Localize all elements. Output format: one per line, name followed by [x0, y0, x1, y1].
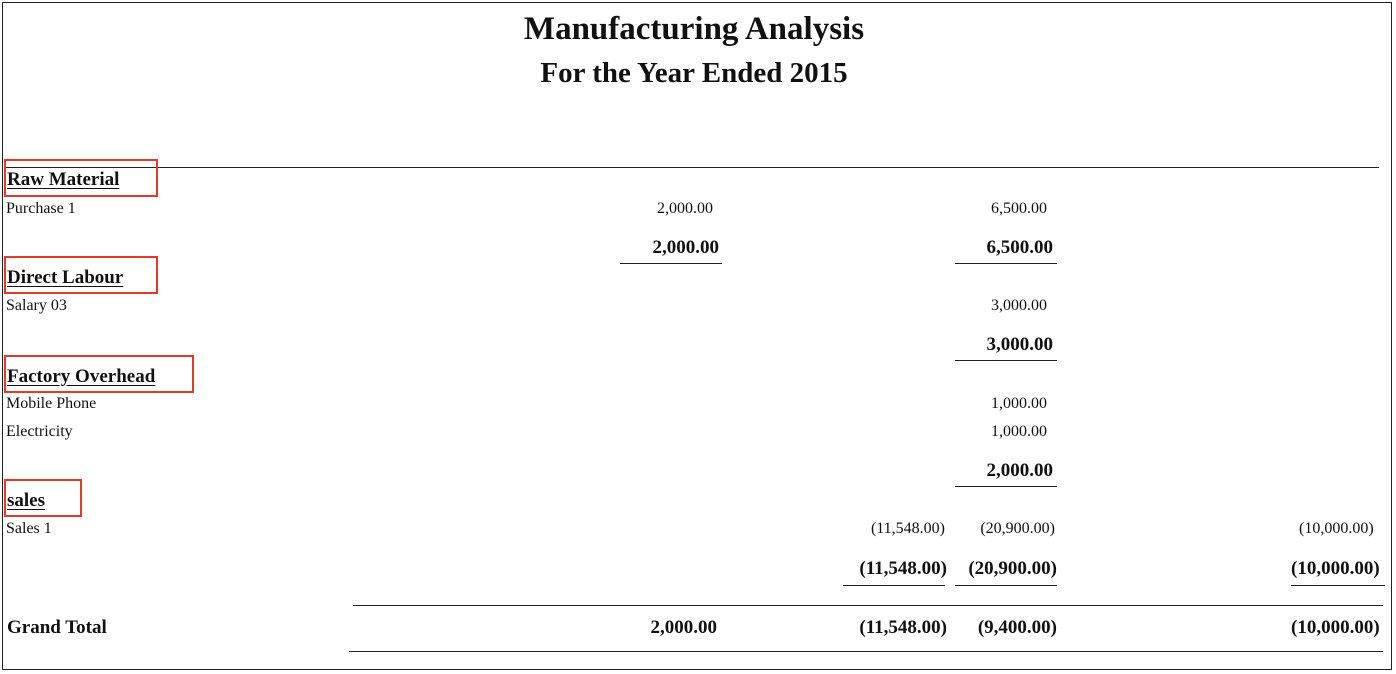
section-heading-factory-overhead: Factory Overhead [7, 366, 156, 387]
subtotal-underline [955, 585, 1057, 586]
subtotal-value: 2,000.00 [986, 460, 1054, 481]
line-item-value: 1,000.00 [991, 395, 1047, 412]
subtotal-value: 3,000.00 [986, 334, 1054, 355]
subtotal-underline [843, 585, 945, 586]
line-item-value: 2,000.00 [657, 200, 713, 217]
subtotal-value: 6,500.00 [986, 237, 1054, 258]
subtotal-underline [955, 486, 1057, 487]
section-heading-direct-labour: Direct Labour [7, 267, 124, 288]
highlight-box-raw-material [4, 159, 158, 197]
grand-total-value: 2,000.00 [650, 617, 718, 638]
highlight-box-direct-labour [4, 256, 158, 294]
line-item-label: Electricity [6, 423, 73, 440]
highlight-box-sales [4, 479, 82, 517]
subtotal-value: (20,900.00) [968, 558, 1057, 579]
line-item-value: 3,000.00 [991, 297, 1047, 314]
line-item-label: Sales 1 [6, 520, 52, 537]
line-item-value: (11,548.00) [870, 520, 945, 537]
line-item-label: Mobile Phone [6, 395, 97, 412]
subtotal-underline [955, 360, 1057, 361]
subtotal-value: (11,548.00) [859, 558, 947, 579]
subtotal-underline [955, 263, 1057, 264]
grand-total-value: (9,400.00) [977, 617, 1057, 638]
report-title: Manufacturing Analysis [523, 11, 865, 47]
header-rule [5, 167, 1379, 168]
subtotal-value: 2,000.00 [652, 237, 720, 258]
subtotal-value: (10,000.00) [1291, 558, 1380, 579]
subtotal-underline [620, 263, 722, 264]
grand-total-value: (11,548.00) [859, 617, 947, 638]
section-heading-raw-material: Raw Material [7, 169, 120, 190]
grand-total-value: (10,000.00) [1291, 617, 1380, 638]
line-item-label: Salary 03 [6, 297, 67, 314]
grand-total-top-rule [353, 605, 1383, 606]
line-item-value: 1,000.00 [991, 423, 1047, 440]
line-item-value: (10,000.00) [1299, 520, 1374, 537]
grand-total-label: Grand Total [7, 617, 107, 638]
section-heading-sales: sales [7, 490, 45, 511]
report-subtitle: For the Year Ended 2015 [540, 57, 848, 89]
line-item-label: Purchase 1 [6, 200, 76, 217]
highlight-box-factory-overhead [4, 355, 194, 393]
grand-total-bottom-rule [349, 651, 1383, 652]
subtotal-underline [1291, 585, 1385, 586]
line-item-value: 6,500.00 [991, 200, 1047, 217]
line-item-value: (20,900.00) [980, 520, 1055, 537]
